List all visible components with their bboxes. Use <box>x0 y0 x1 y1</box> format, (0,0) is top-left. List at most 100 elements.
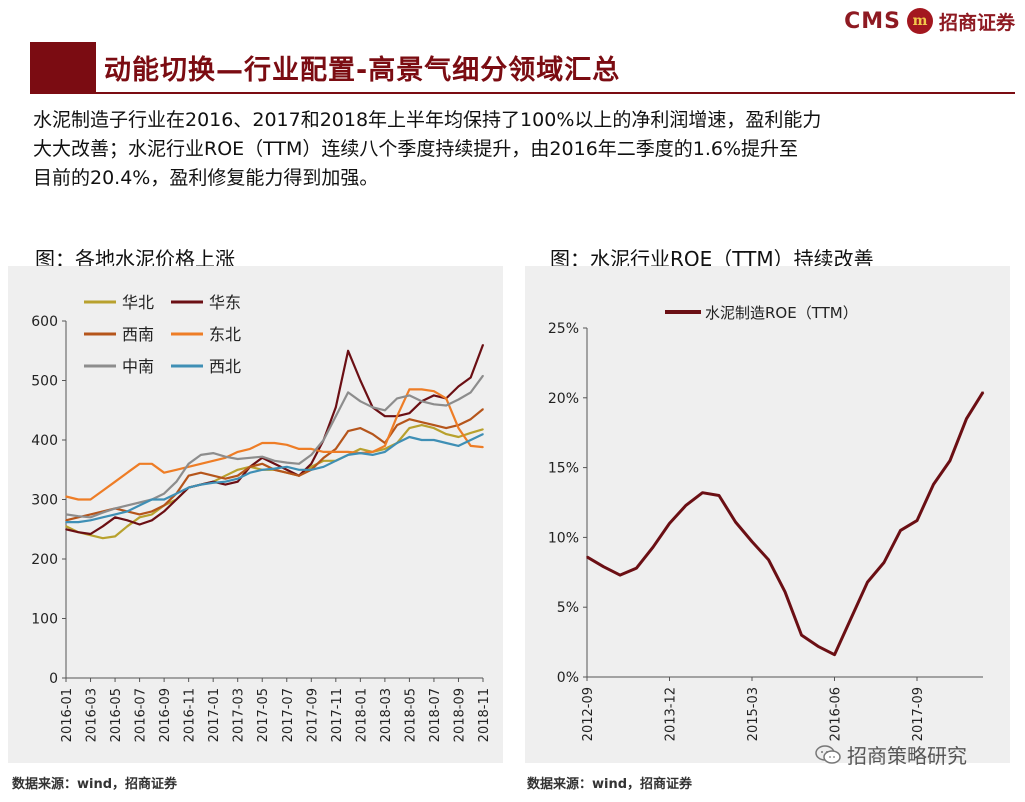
x-tick-label: 2017-11 <box>330 688 345 742</box>
data-point <box>408 394 411 397</box>
y-tick-label: 0% <box>557 670 579 686</box>
data-point <box>298 448 300 450</box>
x-tick-label: 2016-06 <box>829 687 844 741</box>
data-point <box>200 454 202 456</box>
data-point <box>800 634 803 636</box>
x-tick-label: 2018-11 <box>477 688 492 742</box>
intro-line-2: 大大改善；水泥行业ROE（TTM）连续八个季度持续提升，由2016年二季度的1.… <box>33 138 799 160</box>
data-point <box>273 463 276 465</box>
data-point <box>371 454 374 456</box>
data-point <box>322 457 325 459</box>
legend-label-0: 华北 <box>122 293 154 312</box>
data-point <box>77 531 80 533</box>
legend-label-1: 华东 <box>209 293 241 312</box>
cement-price-chart: 0 100 200 300 400 500 600 2016-01 2016-03 2016-05… <box>31 293 492 742</box>
data-point <box>224 474 227 477</box>
data-point <box>347 454 349 456</box>
data-point <box>433 439 435 441</box>
data-point <box>310 463 313 465</box>
data-point <box>236 474 239 477</box>
data-point <box>138 463 141 465</box>
x-tick-label: 2016-05 <box>109 688 124 742</box>
data-point <box>457 436 460 438</box>
data-point <box>126 519 129 522</box>
data-point <box>445 433 448 435</box>
data-point <box>322 439 325 441</box>
data-point <box>965 417 968 420</box>
data-point <box>586 556 588 558</box>
data-point <box>89 513 92 516</box>
data-point <box>420 421 423 423</box>
data-point <box>65 521 67 523</box>
x-tick-label: 2018-05 <box>403 688 418 742</box>
data-point <box>408 427 411 429</box>
data-point <box>138 513 141 516</box>
data-point <box>187 474 190 477</box>
data-point <box>347 391 349 394</box>
data-point <box>482 428 484 431</box>
data-point <box>396 442 398 444</box>
data-point <box>420 424 423 426</box>
data-point <box>175 480 178 483</box>
data-point <box>286 471 288 474</box>
data-point <box>77 515 80 517</box>
data-point <box>359 379 362 382</box>
data-point <box>236 477 239 480</box>
data-point <box>298 463 300 465</box>
data-point <box>114 535 116 538</box>
data-point <box>668 522 671 525</box>
data-point <box>89 516 92 519</box>
data-point <box>163 504 165 507</box>
data-point <box>310 448 313 450</box>
series-line-4 <box>65 375 484 519</box>
data-point <box>187 466 190 468</box>
right-source-note: 数据来源：wind，招商证券 <box>527 777 693 792</box>
data-point <box>396 424 398 426</box>
data-point <box>102 525 104 528</box>
data-point <box>249 466 251 468</box>
data-point <box>883 561 885 564</box>
brand-logo: CMS m 招商证券 <box>844 6 1015 36</box>
data-point <box>767 558 770 561</box>
data-point <box>89 498 92 501</box>
data-point <box>261 442 263 444</box>
data-point <box>833 653 836 656</box>
data-point <box>433 424 435 426</box>
data-point <box>371 451 374 453</box>
y-tick-label: 10% <box>548 530 579 546</box>
data-point <box>866 581 869 583</box>
data-point <box>652 546 654 548</box>
data-point <box>734 521 737 523</box>
intro-paragraph: 水泥制造子行业在2016、2017和2018年上半年均保持了100%以上的净利润… <box>33 106 993 193</box>
data-point <box>457 427 460 429</box>
data-point <box>371 433 374 435</box>
logo-cn-text: 招商证券 <box>938 11 1015 34</box>
data-point <box>126 510 129 513</box>
y-tick-label: 100 <box>31 612 58 628</box>
data-point <box>635 567 638 569</box>
data-point <box>982 391 984 393</box>
legend-label-5: 西北 <box>209 357 241 376</box>
data-point <box>850 617 852 620</box>
data-point <box>261 469 263 471</box>
x-tick-label: 2016-03 <box>85 688 100 742</box>
data-point <box>469 432 472 434</box>
data-point <box>273 442 276 444</box>
data-point <box>249 457 251 459</box>
data-point <box>408 388 411 391</box>
data-point <box>249 471 251 474</box>
logo-cms-text: CMS <box>844 8 901 34</box>
data-point <box>335 448 337 450</box>
wechat-account-name: 招商策略研究 <box>847 744 967 768</box>
x-tick-label: 2016-07 <box>134 688 149 742</box>
data-point <box>359 448 362 450</box>
series-line-3 <box>65 388 484 501</box>
data-point <box>949 459 951 462</box>
data-point <box>445 397 448 400</box>
data-point <box>420 400 423 403</box>
data-point <box>65 525 67 528</box>
x-tick-label: 2017-09 <box>911 687 926 741</box>
data-point <box>65 528 67 531</box>
data-point <box>126 504 129 507</box>
data-point <box>482 433 484 435</box>
